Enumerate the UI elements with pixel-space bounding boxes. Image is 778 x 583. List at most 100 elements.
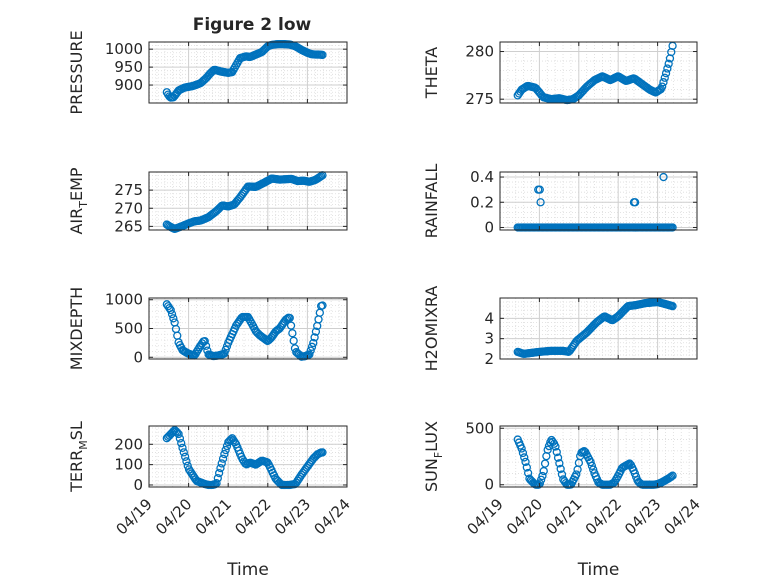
data-point [217, 459, 226, 468]
axes-box [499, 297, 698, 360]
data-point [213, 474, 222, 483]
data-point [543, 445, 552, 454]
data-series [513, 297, 677, 358]
data-point [288, 329, 297, 338]
y-tick-label: 900 [114, 76, 143, 94]
x-axis-label: Time [577, 560, 620, 580]
data-series [162, 300, 327, 361]
data-point [660, 73, 669, 82]
data-point [659, 78, 668, 87]
data-point [318, 301, 327, 310]
data-point [552, 447, 561, 457]
y-axis-label: MIXDEPTH [67, 287, 86, 370]
data-point [539, 466, 548, 476]
data-point [556, 464, 565, 474]
y-tick-label: 1000 [105, 40, 143, 58]
data-point [658, 82, 667, 91]
figure-title: Figure 2 low [193, 15, 312, 35]
data-point [214, 468, 224, 478]
data-point [180, 452, 190, 461]
data-point [310, 333, 319, 342]
y-tick-label: 200 [114, 435, 143, 453]
data-point [555, 459, 564, 468]
data-point [587, 461, 597, 470]
subplot-8: 04/1904/2004/2104/2204/2304/24Time0500SU… [422, 419, 704, 580]
data-point [220, 349, 229, 358]
y-axis-label: SUNFLUX [422, 421, 445, 492]
data-point [220, 449, 229, 459]
data-point [586, 457, 595, 467]
data-point [572, 470, 581, 479]
y-tick-label: 2 [484, 350, 494, 368]
data-point [517, 444, 526, 453]
data-point [316, 172, 326, 181]
data-point [551, 442, 560, 451]
y-tick-label: 270 [114, 199, 143, 217]
y-tick-label: 500 [114, 320, 143, 338]
data-point [522, 463, 531, 472]
data-point [174, 429, 183, 439]
y-tick-label: 950 [114, 58, 143, 76]
data-point [307, 342, 317, 351]
y-tick-label: 0 [133, 348, 143, 366]
y-tick-label: 0 [484, 218, 494, 236]
y-tick-label: 0 [133, 476, 143, 494]
axes-background [500, 172, 697, 230]
y-tick-label: 0.4 [470, 168, 494, 186]
y-tick-label: 280 [465, 43, 494, 61]
data-point [318, 50, 327, 60]
y-axis-label: RAINFALL [422, 164, 441, 239]
data-point [663, 64, 672, 73]
data-point [589, 465, 598, 474]
y-tick-label: 3 [484, 330, 494, 348]
data-series [162, 425, 327, 490]
subplot-6: 2 3 4 H2OMIXRA [422, 286, 698, 372]
data-point [179, 448, 188, 457]
data-point [521, 457, 530, 467]
data-point [311, 327, 321, 336]
axes-box [499, 425, 698, 488]
y-axis-label: H2OMIXRA [422, 286, 441, 372]
data-series [162, 171, 327, 234]
data-point [668, 471, 677, 480]
data-point [318, 448, 327, 457]
data-point [523, 468, 533, 478]
data-point [216, 463, 225, 473]
axes-background [500, 42, 697, 103]
y-tick-label: 265 [114, 217, 143, 235]
y-axis-label: THETA [422, 47, 441, 99]
data-point [171, 427, 181, 436]
data-point [221, 345, 230, 355]
data-point [169, 314, 178, 323]
data-point [557, 470, 567, 479]
data-point [306, 346, 315, 355]
data-point [536, 198, 545, 207]
data-point [520, 453, 529, 462]
data-point [625, 459, 634, 468]
data-point [668, 301, 677, 311]
data-point [175, 434, 185, 443]
axes-box [499, 171, 698, 231]
data-point [630, 198, 640, 207]
data-point [167, 309, 177, 319]
axes-box [148, 425, 348, 488]
data-point [518, 448, 528, 458]
data-point [668, 223, 677, 232]
data-point [661, 69, 671, 78]
y-tick-label: 0.2 [470, 193, 494, 211]
data-point [285, 313, 294, 323]
data-point [178, 443, 187, 452]
data-point [166, 305, 175, 315]
data-point [538, 471, 547, 481]
data-point [309, 338, 318, 348]
y-axis-label: AIRTEMP [67, 167, 90, 234]
data-point [225, 436, 234, 445]
data-point [659, 172, 668, 182]
data-point [177, 438, 186, 448]
y-tick-label: 500 [465, 419, 494, 437]
data-point [289, 336, 298, 345]
